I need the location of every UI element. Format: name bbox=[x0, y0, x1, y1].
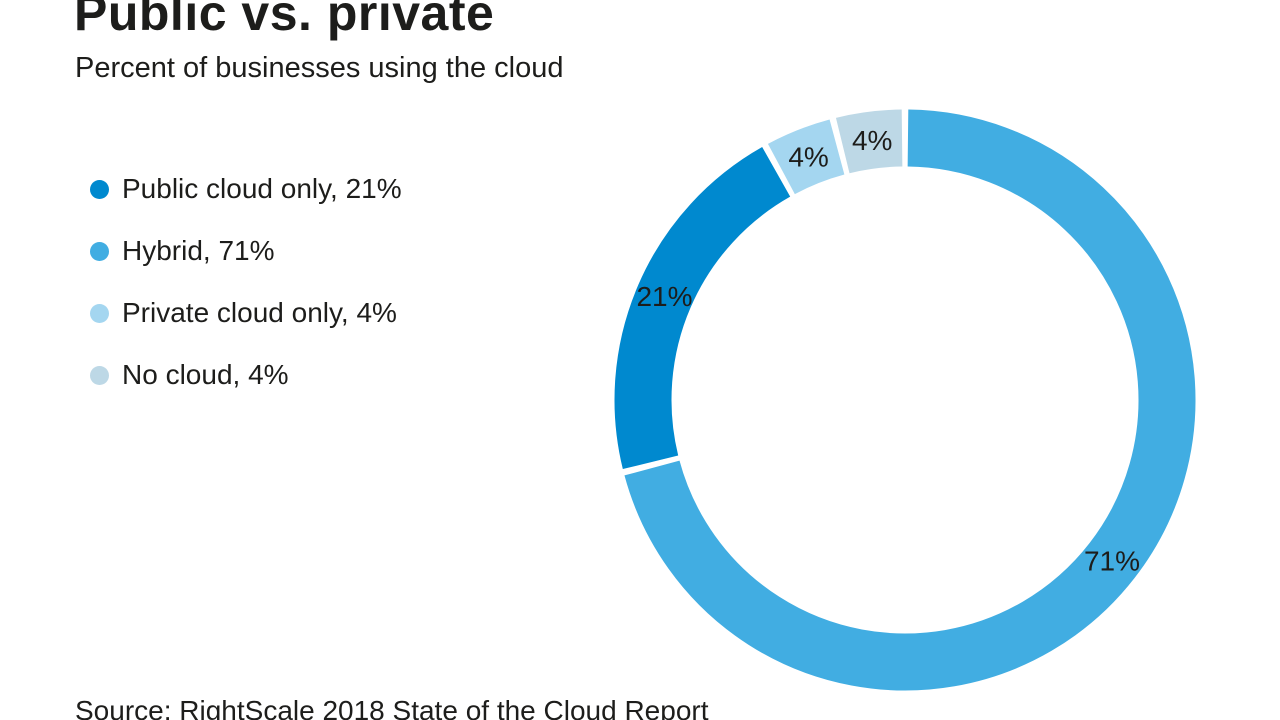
chart-source: Source: RightScale 2018 State of the Clo… bbox=[75, 695, 709, 720]
chart-subtitle: Percent of businesses using the cloud bbox=[75, 52, 564, 84]
segment-value-label-public-cloud-only: 21% bbox=[636, 281, 692, 312]
donut-segment-public-cloud-only bbox=[614, 147, 791, 470]
legend-item-hybrid: Hybrid, 71% bbox=[90, 232, 402, 270]
legend-dot-private-cloud-only bbox=[90, 303, 109, 323]
segment-value-label-no-cloud: 4% bbox=[852, 125, 892, 156]
legend-dot-public-cloud-only bbox=[90, 179, 109, 199]
segment-value-label-hybrid: 71% bbox=[1084, 546, 1140, 577]
legend-label: Private cloud only, 4% bbox=[122, 297, 397, 328]
donut-segment-hybrid bbox=[624, 109, 1196, 691]
donut-segment-no-cloud bbox=[835, 109, 903, 174]
legend-label: Hybrid, 71% bbox=[122, 235, 275, 266]
legend-dot-hybrid bbox=[90, 241, 109, 261]
legend-label: Public cloud only, 21% bbox=[122, 173, 402, 204]
legend-item-private-cloud-only: Private cloud only, 4% bbox=[90, 294, 402, 332]
legend-dot-no-cloud bbox=[90, 365, 109, 385]
donut-segment-private-cloud-only bbox=[767, 119, 845, 195]
legend-item-no-cloud: No cloud, 4% bbox=[90, 356, 402, 394]
legend-item-public-cloud-only: Public cloud only, 21% bbox=[90, 170, 402, 208]
legend-label: No cloud, 4% bbox=[122, 359, 289, 390]
segment-value-label-private-cloud-only: 4% bbox=[788, 141, 828, 172]
chart-title: Public vs. private bbox=[74, 0, 495, 41]
chart-legend: Public cloud only, 21% Hybrid, 71% Priva… bbox=[90, 170, 402, 418]
